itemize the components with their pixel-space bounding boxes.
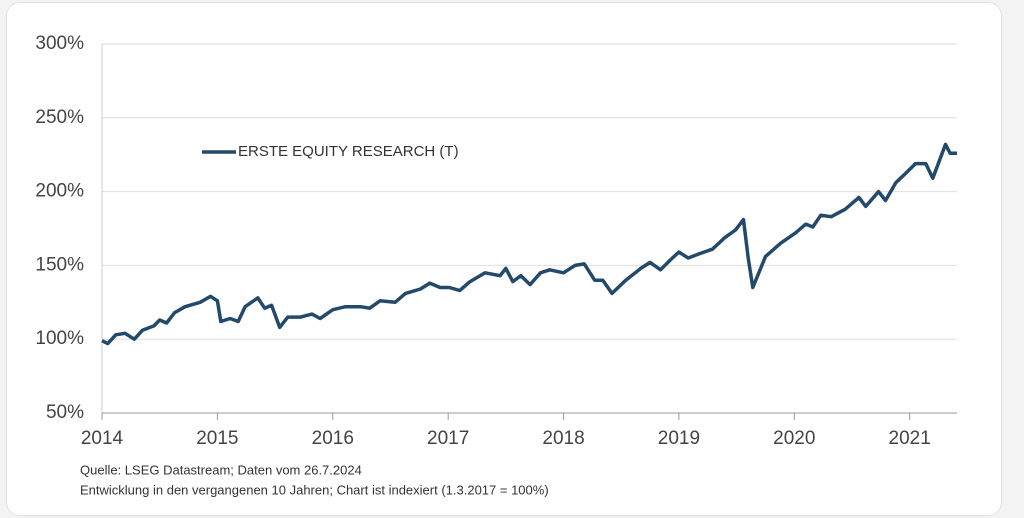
x-tick-label: 2020 <box>773 428 815 449</box>
y-tick-label: 200% <box>35 181 84 202</box>
index-note: Entwicklung in den vergangenen 10 Jahren… <box>80 482 549 497</box>
y-tick-label: 150% <box>35 254 84 275</box>
x-tick-label: 2021 <box>889 428 931 449</box>
x-tick-label: 2016 <box>312 428 354 449</box>
series-line <box>101 142 957 346</box>
x-tick-label: 2015 <box>196 428 238 449</box>
y-tick-label: 300% <box>35 33 84 54</box>
legend-label: ERSTE EQUITY RESEARCH (T) <box>238 143 459 160</box>
card <box>6 2 1002 516</box>
x-tick-label: 2014 <box>81 428 124 449</box>
y-tick-label: 50% <box>46 402 84 423</box>
x-tick-label: 2017 <box>427 428 469 449</box>
y-tick-label: 250% <box>35 107 84 128</box>
y-tick-label: 100% <box>35 328 84 349</box>
x-tick-label: 2018 <box>542 428 584 449</box>
x-tick-label: 2019 <box>658 428 700 449</box>
source-note: Quelle: LSEG Datastream; Daten vom 26.7.… <box>80 462 362 477</box>
